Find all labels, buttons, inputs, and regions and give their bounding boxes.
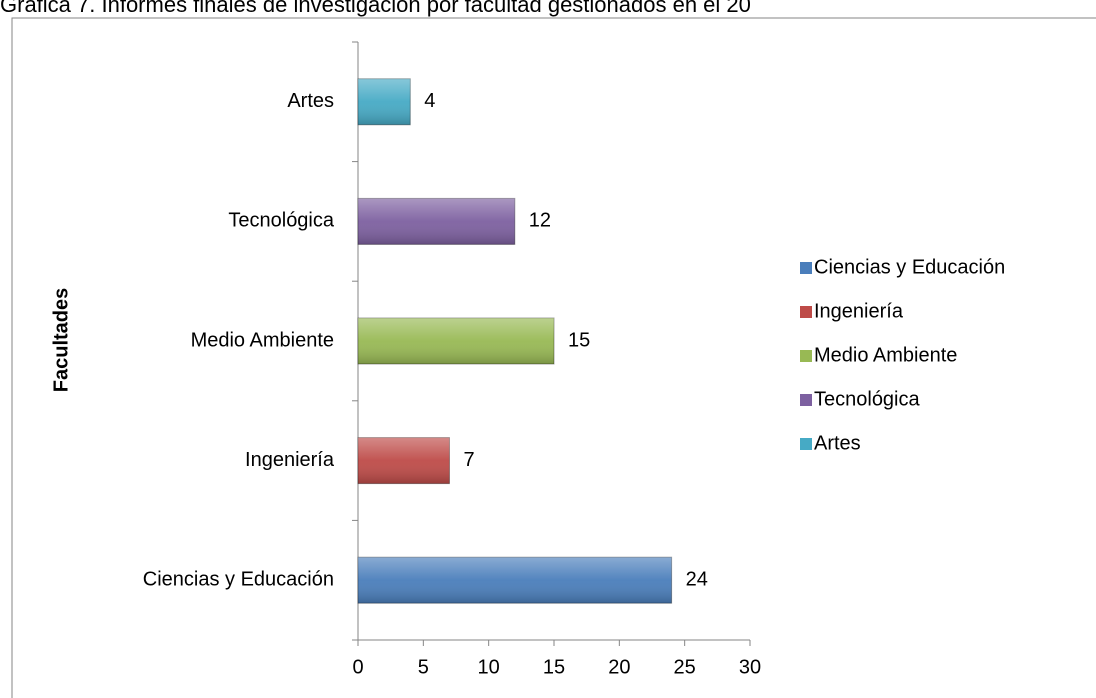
legend-swatch — [800, 394, 812, 406]
x-tick-label: 15 — [543, 656, 565, 678]
chart-title: Gráfica 7. Informes finales de investiga… — [0, 0, 751, 17]
y-tick-label: Ingeniería — [245, 449, 335, 471]
x-tick-label: 5 — [418, 656, 429, 678]
x-tick-label: 20 — [608, 656, 630, 678]
bar — [357, 317, 555, 365]
legend-label: Ingeniería — [814, 300, 904, 322]
data-label: 7 — [463, 449, 474, 471]
legend-swatch — [800, 306, 812, 318]
bar — [357, 197, 516, 245]
bar — [357, 437, 450, 485]
data-label: 24 — [686, 568, 708, 590]
legend-label: Medio Ambiente — [814, 344, 957, 366]
x-tick-label: 25 — [674, 656, 696, 678]
legend-swatch — [800, 262, 812, 274]
legend-swatch — [800, 438, 812, 450]
data-label: 4 — [424, 90, 435, 112]
legend-label: Artes — [814, 432, 861, 454]
y-axis-label: Facultades — [50, 288, 72, 392]
y-tick-label: Medio Ambiente — [191, 329, 334, 351]
x-tick-label: 30 — [739, 656, 761, 678]
legend-label: Tecnológica — [814, 388, 921, 410]
y-tick-label: Tecnológica — [228, 210, 335, 232]
data-label: 15 — [568, 329, 590, 351]
bar — [357, 556, 673, 604]
legend-label: Ciencias y Educación — [814, 256, 1005, 278]
bar — [357, 78, 411, 126]
x-tick-label: 0 — [352, 656, 363, 678]
data-label: 12 — [529, 210, 551, 232]
y-tick-label: Ciencias y Educación — [143, 568, 334, 590]
y-tick-label: Artes — [287, 90, 334, 112]
x-tick-label: 10 — [478, 656, 500, 678]
legend-swatch — [800, 350, 812, 362]
